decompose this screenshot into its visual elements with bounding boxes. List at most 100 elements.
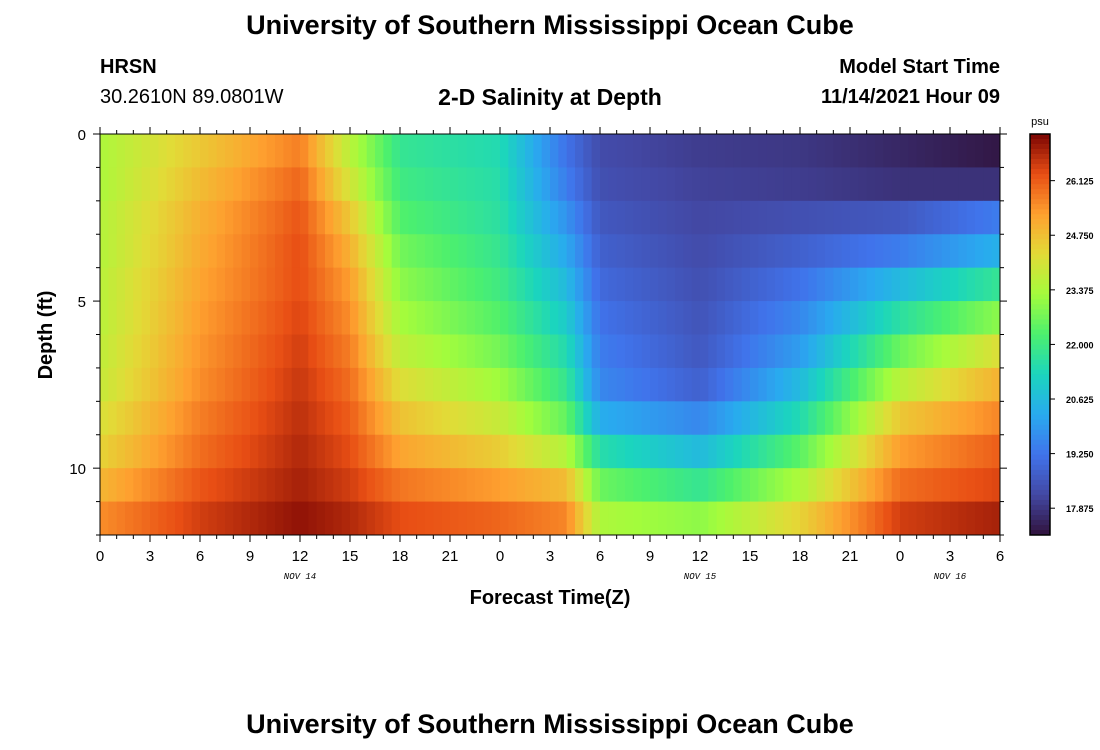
heatmap-cell xyxy=(525,267,534,302)
heatmap-cell xyxy=(616,434,626,469)
heatmap-cell xyxy=(141,501,151,536)
heatmap-cell xyxy=(725,267,734,302)
colorbar-segment xyxy=(1030,224,1050,230)
heatmap-cell xyxy=(683,167,693,202)
heatmap-cell xyxy=(300,401,309,436)
heatmap-cell xyxy=(291,468,301,502)
heatmap-cell xyxy=(566,434,576,469)
heatmap-cell xyxy=(700,367,709,402)
heatmap-cell xyxy=(658,401,668,436)
heatmap-cell xyxy=(608,200,618,235)
heatmap-cell xyxy=(850,200,859,235)
heatmap-cell xyxy=(483,468,493,502)
heatmap-cell xyxy=(175,401,184,436)
heatmap-cell xyxy=(441,267,451,302)
heatmap-cell xyxy=(966,334,976,369)
heatmap-cell xyxy=(158,501,168,536)
colorbar-segment xyxy=(1030,389,1050,396)
heatmap-cell xyxy=(225,134,234,168)
heatmap-cell xyxy=(558,434,568,469)
colorbar-segment xyxy=(1030,149,1050,155)
heatmap-cell xyxy=(408,134,418,168)
heatmap-cell xyxy=(183,434,193,469)
heatmap-cell xyxy=(125,468,134,502)
heatmap-cell xyxy=(858,267,868,302)
heatmap-cell xyxy=(300,334,309,369)
heatmap-cell xyxy=(200,267,209,302)
heatmap-cell xyxy=(100,167,109,202)
heatmap-cell xyxy=(591,401,601,436)
heatmap-cell xyxy=(600,234,609,269)
colorbar-segment xyxy=(1030,284,1050,290)
heatmap-cell xyxy=(541,301,551,335)
heatmap-cell xyxy=(850,501,859,536)
heatmap-cell xyxy=(675,267,684,302)
heatmap-cell xyxy=(658,367,668,402)
heatmap-cell xyxy=(708,267,718,302)
heatmap-cell xyxy=(358,367,368,402)
heatmap-cell xyxy=(866,401,876,436)
heatmap-cell xyxy=(225,367,234,402)
heatmap-cell xyxy=(725,134,734,168)
heatmap-cell xyxy=(100,234,109,269)
heatmap-cell xyxy=(800,367,809,402)
heatmap-cell xyxy=(383,468,393,502)
colorbar-segment xyxy=(1030,294,1050,300)
heatmap-cell xyxy=(991,267,1001,302)
heatmap-cell xyxy=(733,167,743,202)
heatmap-cell xyxy=(883,367,893,402)
heatmap-cell xyxy=(616,367,626,402)
heatmap-cell xyxy=(191,367,201,402)
heatmap-cell xyxy=(266,501,276,536)
heatmap-cell xyxy=(808,301,818,335)
heatmap-cell xyxy=(308,334,318,369)
heatmap-cell xyxy=(858,501,868,536)
heatmap-cell xyxy=(158,200,168,235)
heatmap-cell xyxy=(350,134,359,168)
heatmap-cell xyxy=(816,234,826,269)
heatmap-cell xyxy=(175,134,184,168)
heatmap-cell xyxy=(758,301,768,335)
heatmap-cell xyxy=(966,134,976,168)
colorbar-segment xyxy=(1030,519,1050,526)
heatmap-cell xyxy=(450,134,459,168)
heatmap-cell xyxy=(950,468,959,502)
heatmap-cell xyxy=(641,334,651,369)
heatmap-cell xyxy=(800,167,809,202)
heatmap-cell xyxy=(575,468,584,502)
heatmap-cell xyxy=(591,434,601,469)
heatmap-cell xyxy=(600,200,609,235)
heatmap-cell xyxy=(333,200,343,235)
heatmap-cell xyxy=(791,501,801,536)
heatmap-cell xyxy=(441,501,451,536)
heatmap-cell xyxy=(466,267,476,302)
heatmap-cell xyxy=(508,501,518,536)
heatmap-cell xyxy=(350,167,359,202)
heatmap-cell xyxy=(941,401,951,436)
heatmap-cell xyxy=(758,401,768,436)
heatmap-cell xyxy=(825,234,834,269)
heatmap-cell xyxy=(258,501,268,536)
heatmap-cell xyxy=(158,134,168,168)
colorbar-unit: psu xyxy=(1031,116,1049,128)
heatmap-cell xyxy=(658,267,668,302)
heatmap-cell xyxy=(216,501,226,536)
heatmap-cell xyxy=(858,434,868,469)
heatmap-cell xyxy=(716,301,726,335)
heatmap-cell xyxy=(416,334,426,369)
heatmap-cell xyxy=(416,434,426,469)
heatmap-cell xyxy=(566,401,576,436)
heatmap-cell xyxy=(725,167,734,202)
heatmap-cell xyxy=(758,501,768,536)
heatmap-cell xyxy=(341,367,351,402)
heatmap-cell xyxy=(441,367,451,402)
heatmap-cell xyxy=(983,134,993,168)
heatmap-cell xyxy=(425,468,434,502)
heatmap-cell xyxy=(766,434,776,469)
heatmap-cell xyxy=(750,267,759,302)
heatmap-cell xyxy=(216,200,226,235)
heatmap-cell xyxy=(241,401,251,436)
heatmap-cell xyxy=(733,234,743,269)
heatmap-cell xyxy=(600,434,609,469)
heatmap-cell xyxy=(325,301,334,335)
